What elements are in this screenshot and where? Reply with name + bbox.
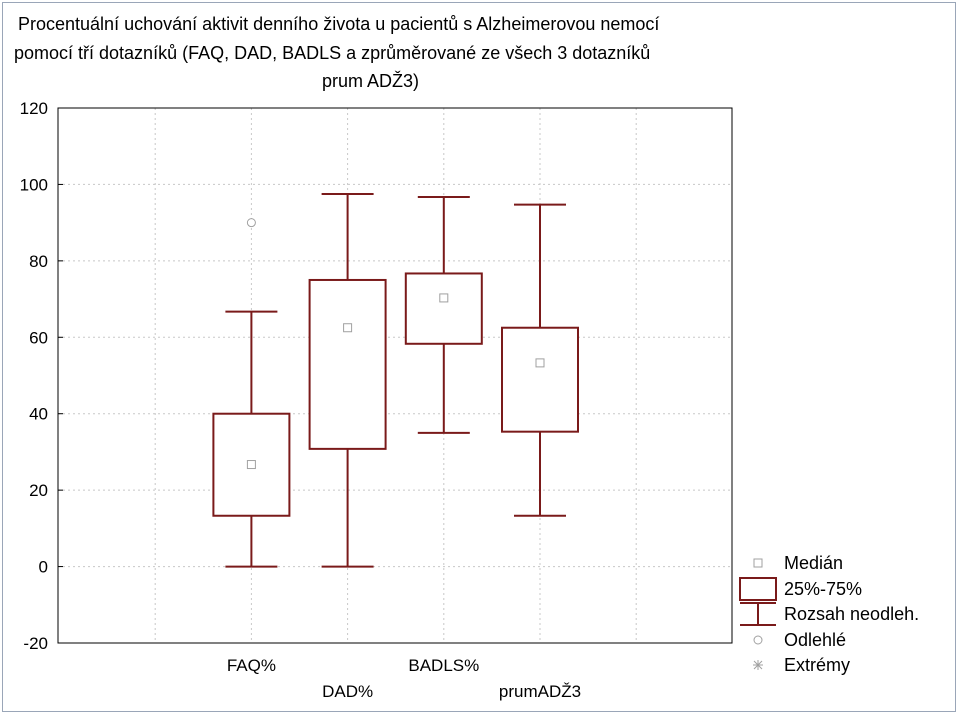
legend-label: Rozsah neodleh. bbox=[784, 604, 919, 624]
median-marker bbox=[246, 460, 256, 470]
legend-outlier-icon bbox=[753, 635, 763, 645]
y-tick-label: -20 bbox=[23, 634, 48, 653]
chart-title-line-1: Procentuální uchování aktivit denního ži… bbox=[18, 14, 660, 34]
x-category-label: FAQ% bbox=[227, 656, 276, 675]
box-iqr bbox=[404, 272, 483, 345]
plot-area-frame bbox=[57, 107, 733, 644]
y-tick-label: 0 bbox=[39, 558, 48, 577]
y-tick-label: 120 bbox=[20, 99, 48, 118]
x-category-label: BADLS% bbox=[408, 656, 479, 675]
y-tick-label: 20 bbox=[29, 481, 48, 500]
y-tick-label: 60 bbox=[29, 328, 48, 347]
median-marker bbox=[439, 293, 449, 303]
box-iqr bbox=[308, 278, 387, 450]
y-tick-label: 40 bbox=[29, 405, 48, 424]
x-category-label: DAD% bbox=[322, 682, 373, 701]
legend-median-icon bbox=[753, 558, 763, 568]
legend-extreme-icon bbox=[753, 660, 763, 670]
y-tick-label: 80 bbox=[29, 252, 48, 271]
legend-label: Medián bbox=[784, 553, 843, 573]
median-marker bbox=[343, 323, 353, 333]
y-tick-label: 100 bbox=[20, 175, 48, 194]
median-marker bbox=[535, 358, 545, 368]
legend-box-icon bbox=[739, 577, 777, 601]
chart-title-line-2: pomocí tří dotazníků (FAQ, DAD, BADLS a … bbox=[14, 43, 651, 63]
outlier-point bbox=[246, 218, 256, 228]
chart-title-line-3: prum ADŽ3) bbox=[322, 71, 420, 91]
legend-label: 25%-75% bbox=[784, 579, 862, 599]
legend-label: Odlehlé bbox=[784, 630, 846, 650]
legend-label: Extrémy bbox=[784, 655, 850, 675]
x-category-label: prumADŽ3 bbox=[499, 682, 581, 701]
box-iqr bbox=[501, 326, 579, 433]
